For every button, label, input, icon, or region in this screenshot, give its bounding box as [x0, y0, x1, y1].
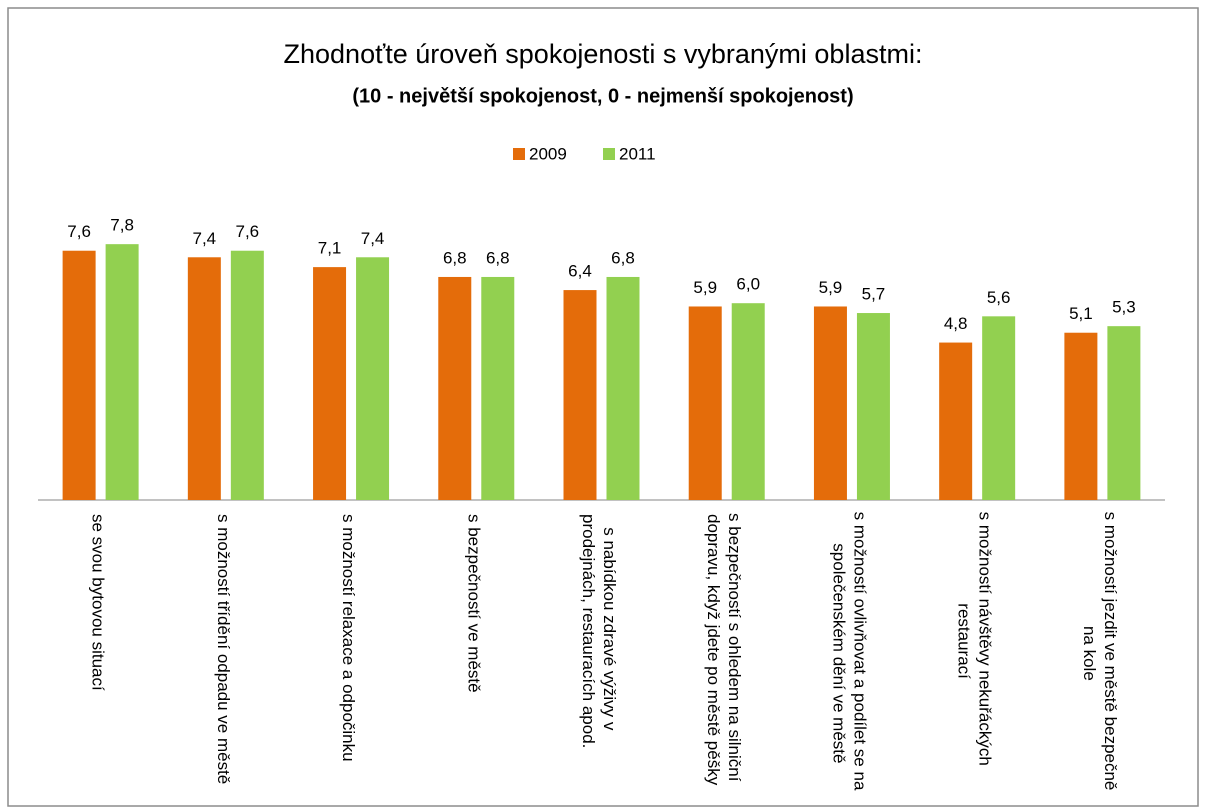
- data-label: 4,8: [944, 314, 968, 333]
- x-tick-label: s nabídkou zdravé výživy v prodejnách, r…: [579, 514, 619, 748]
- data-label: 6,4: [568, 262, 592, 281]
- bar: [105, 244, 139, 500]
- x-tick-label: s bezpečností ve městě: [464, 514, 483, 693]
- data-label: 7,1: [318, 239, 342, 258]
- x-tick-label: se svou bytovou situací: [88, 514, 107, 691]
- bar: [313, 267, 347, 500]
- data-label: 5,3: [1112, 298, 1136, 317]
- bar: [688, 306, 722, 500]
- x-tick-label: s možností ovlivňovat a podílet se na sp…: [829, 512, 869, 796]
- bar: [62, 250, 96, 500]
- data-label: 6,0: [736, 275, 760, 294]
- bar: [438, 276, 472, 500]
- bar: [481, 276, 515, 500]
- data-label: 5,9: [693, 278, 717, 297]
- data-label: 5,1: [1069, 304, 1093, 323]
- x-tick-label: s možností třídění odpadu ve městě: [213, 514, 232, 784]
- data-label: 5,9: [819, 278, 843, 297]
- bar: [230, 250, 264, 500]
- bar: [856, 313, 890, 500]
- data-label: 5,6: [987, 288, 1011, 307]
- bar: [563, 290, 597, 500]
- x-tick-label: s možností návštěvy nekuřáckých restaura…: [954, 512, 994, 771]
- data-label: 6,8: [611, 248, 635, 267]
- bar: [731, 303, 765, 500]
- bar: [813, 306, 847, 500]
- legend-label: 2011: [619, 144, 656, 163]
- x-tick-label: s bezpečností s ohledem na silniční dopr…: [704, 513, 744, 786]
- data-label: 7,4: [193, 229, 217, 248]
- bar: [1107, 326, 1141, 500]
- data-label: 6,8: [486, 248, 510, 267]
- data-label: 7,4: [361, 229, 385, 248]
- legend-swatch: [603, 148, 615, 160]
- x-tick-label: s možností jezdit ve městě bezpečně na k…: [1079, 512, 1119, 795]
- data-label: 7,6: [236, 222, 260, 241]
- x-tick-label: s možností relaxace a odpočinku: [339, 514, 358, 762]
- bar: [982, 316, 1016, 500]
- bar: [939, 342, 973, 500]
- chart-title: Zhodnoťte úroveň spokojenosti s vybraným…: [284, 39, 923, 69]
- data-label: 7,6: [67, 222, 91, 241]
- data-label: 5,7: [862, 285, 886, 304]
- data-label: 6,8: [443, 248, 467, 267]
- bar: [606, 276, 640, 500]
- chart-subtitle: (10 - největší spokojenost, 0 - nejmenší…: [352, 85, 853, 107]
- bar: [187, 257, 221, 500]
- data-label: 7,8: [110, 216, 134, 235]
- legend-swatch: [513, 148, 525, 160]
- bar: [356, 257, 390, 500]
- bar: [1064, 332, 1098, 500]
- legend-label: 2009: [529, 144, 567, 163]
